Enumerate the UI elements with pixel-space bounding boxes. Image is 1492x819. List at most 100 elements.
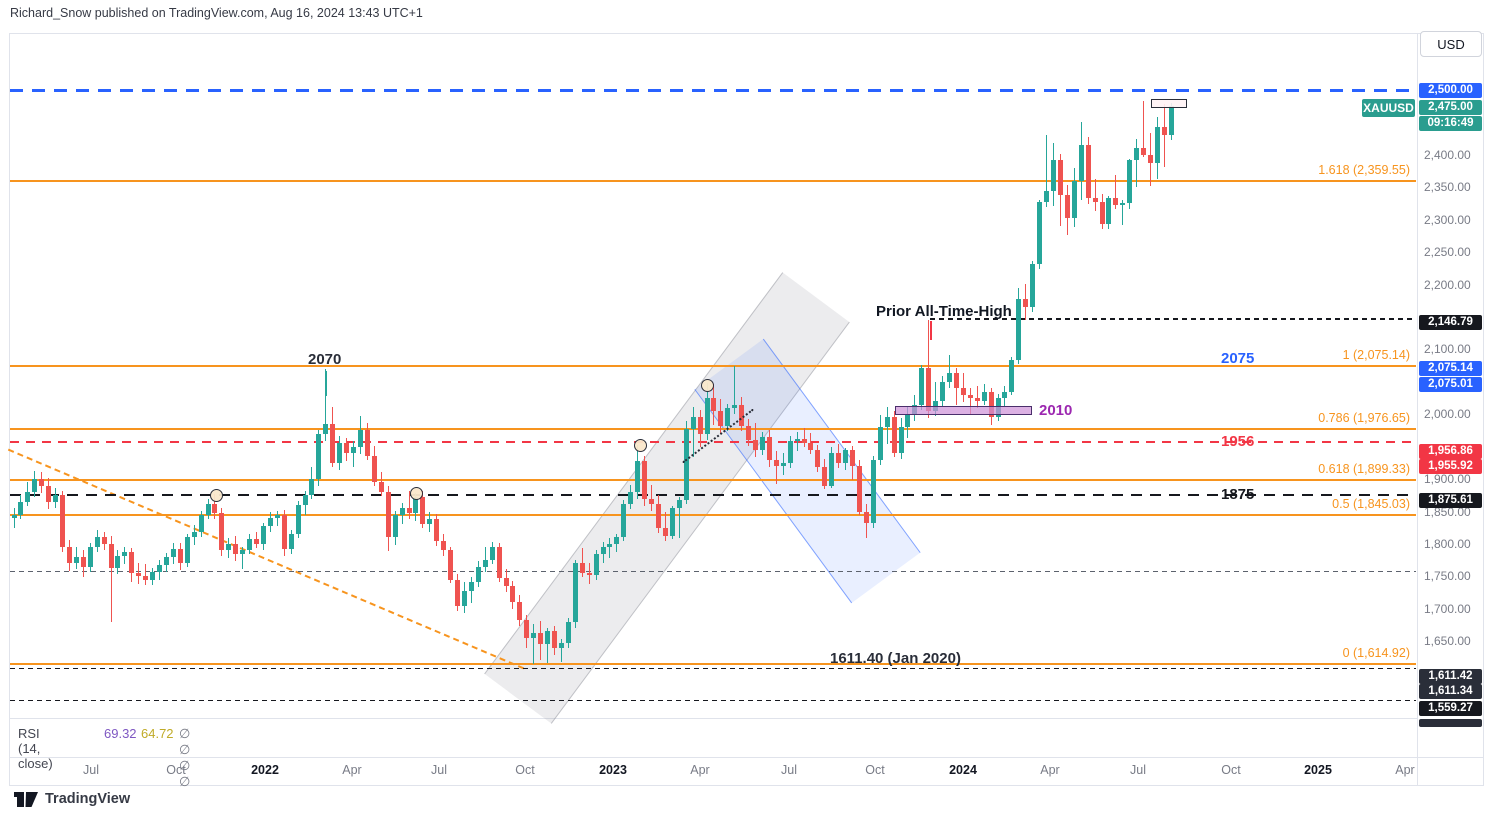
candle-wick xyxy=(609,538,611,558)
candle-body xyxy=(461,591,467,606)
candle-body xyxy=(1037,201,1043,264)
candle-body xyxy=(1161,126,1167,135)
candle-body xyxy=(621,503,627,538)
fib-level-line[interactable] xyxy=(10,662,1416,665)
candle-body xyxy=(1127,160,1133,203)
time-axis-label: 2025 xyxy=(1304,763,1332,777)
candle-body xyxy=(1099,202,1105,225)
candle-body xyxy=(1030,263,1036,308)
price-axis-tick: 1,800.00 xyxy=(1424,536,1471,551)
time-axis-label: Apr xyxy=(342,763,362,777)
time-axis-label: 2022 xyxy=(251,763,279,777)
candle-body xyxy=(1148,154,1154,164)
candle-body xyxy=(766,436,772,460)
candle-body xyxy=(358,430,363,447)
time-axis-label: Apr xyxy=(1395,763,1415,777)
candle-body xyxy=(538,633,544,645)
rsi-pane-separator xyxy=(9,718,1417,719)
candle-body xyxy=(877,427,883,460)
price-line[interactable] xyxy=(10,88,1416,92)
circle-marker[interactable] xyxy=(209,488,223,502)
candle-wick xyxy=(276,510,278,527)
candle-body xyxy=(260,525,266,544)
frame-bottom xyxy=(9,785,1484,786)
price-line[interactable] xyxy=(10,668,1416,670)
candle-body xyxy=(302,495,308,506)
candle-body xyxy=(468,581,474,592)
price-axis-badge xyxy=(1419,719,1482,727)
circle-marker[interactable] xyxy=(700,378,714,392)
candle-wick xyxy=(692,407,694,458)
candle-body xyxy=(884,417,890,428)
candle-body xyxy=(163,556,169,565)
price-axis-tick: 2,250.00 xyxy=(1424,245,1471,260)
price-line[interactable] xyxy=(930,318,1416,320)
candle-body xyxy=(309,479,315,496)
price-axis-badge: 2,075.01 xyxy=(1419,376,1482,392)
time-axis-label: 2024 xyxy=(949,763,977,777)
candle-body xyxy=(558,642,564,648)
footer-brand[interactable]: TradingView xyxy=(14,791,130,807)
price-line[interactable] xyxy=(10,571,1416,573)
candle-body xyxy=(1092,197,1098,203)
candle-body xyxy=(808,443,814,450)
candle-wick xyxy=(969,387,971,414)
candle-body xyxy=(1051,160,1056,192)
candle-body xyxy=(953,373,959,389)
support-zone-box-2010[interactable] xyxy=(895,406,1032,415)
candle-body xyxy=(801,438,807,444)
candle-body xyxy=(226,543,232,551)
candle-body xyxy=(66,547,72,564)
frame-right xyxy=(1483,33,1484,785)
candle-body xyxy=(53,495,59,502)
price-line[interactable] xyxy=(10,493,1416,497)
candle-body xyxy=(1044,191,1050,202)
candle-body xyxy=(725,407,731,426)
candle-wick xyxy=(408,491,410,519)
candle-body xyxy=(448,550,454,580)
fib-level-line[interactable] xyxy=(10,428,1416,431)
candle-body xyxy=(676,499,682,509)
candle-body xyxy=(420,497,426,525)
candle-body xyxy=(919,367,925,405)
fib-level-line[interactable] xyxy=(10,364,1416,367)
price-line[interactable] xyxy=(10,441,1416,444)
price-axis-tick: 1,900.00 xyxy=(1424,472,1471,487)
fib-level-line[interactable] xyxy=(10,513,1416,516)
brand-name: TradingView xyxy=(45,791,131,807)
currency-selector[interactable]: USD xyxy=(1420,31,1482,57)
annotation-text: 1611.40 (Jan 2020) xyxy=(830,650,961,667)
candle-body xyxy=(399,508,405,515)
candle-body xyxy=(891,417,897,454)
candle-body xyxy=(385,492,391,538)
candle-body xyxy=(870,459,876,523)
candle-wick xyxy=(110,536,112,622)
candle-body xyxy=(219,512,225,551)
candle-body xyxy=(524,619,530,638)
price-axis-badge: 2,500.00 xyxy=(1419,82,1482,98)
candle-body xyxy=(129,552,135,574)
candle-body xyxy=(39,479,45,486)
double-top-box[interactable] xyxy=(1151,99,1187,108)
candle-wick xyxy=(949,355,951,388)
rsi-value-1: 69.32 xyxy=(104,726,137,741)
candle-body xyxy=(184,537,190,564)
candle-body xyxy=(607,543,613,548)
price-axis-badge: 1,955.92 xyxy=(1419,458,1482,474)
circle-marker[interactable] xyxy=(409,486,423,500)
fib-level-line[interactable] xyxy=(10,478,1416,481)
circle-marker[interactable] xyxy=(633,438,647,452)
candle-body xyxy=(1134,147,1140,161)
candle-wick xyxy=(962,373,964,402)
price-axis-tick: 1,700.00 xyxy=(1424,601,1471,616)
price-axis-badge: 1,611.42 xyxy=(1419,668,1482,684)
candle-body xyxy=(732,404,738,408)
price-line[interactable] xyxy=(10,699,1416,701)
candle-body xyxy=(759,436,765,450)
price-axis-badge: 1,611.34 xyxy=(1419,683,1482,699)
fib-level-line[interactable] xyxy=(10,180,1416,183)
candle-body xyxy=(191,532,197,538)
candle-body xyxy=(18,501,24,515)
time-axis-label: Jul xyxy=(431,763,447,777)
